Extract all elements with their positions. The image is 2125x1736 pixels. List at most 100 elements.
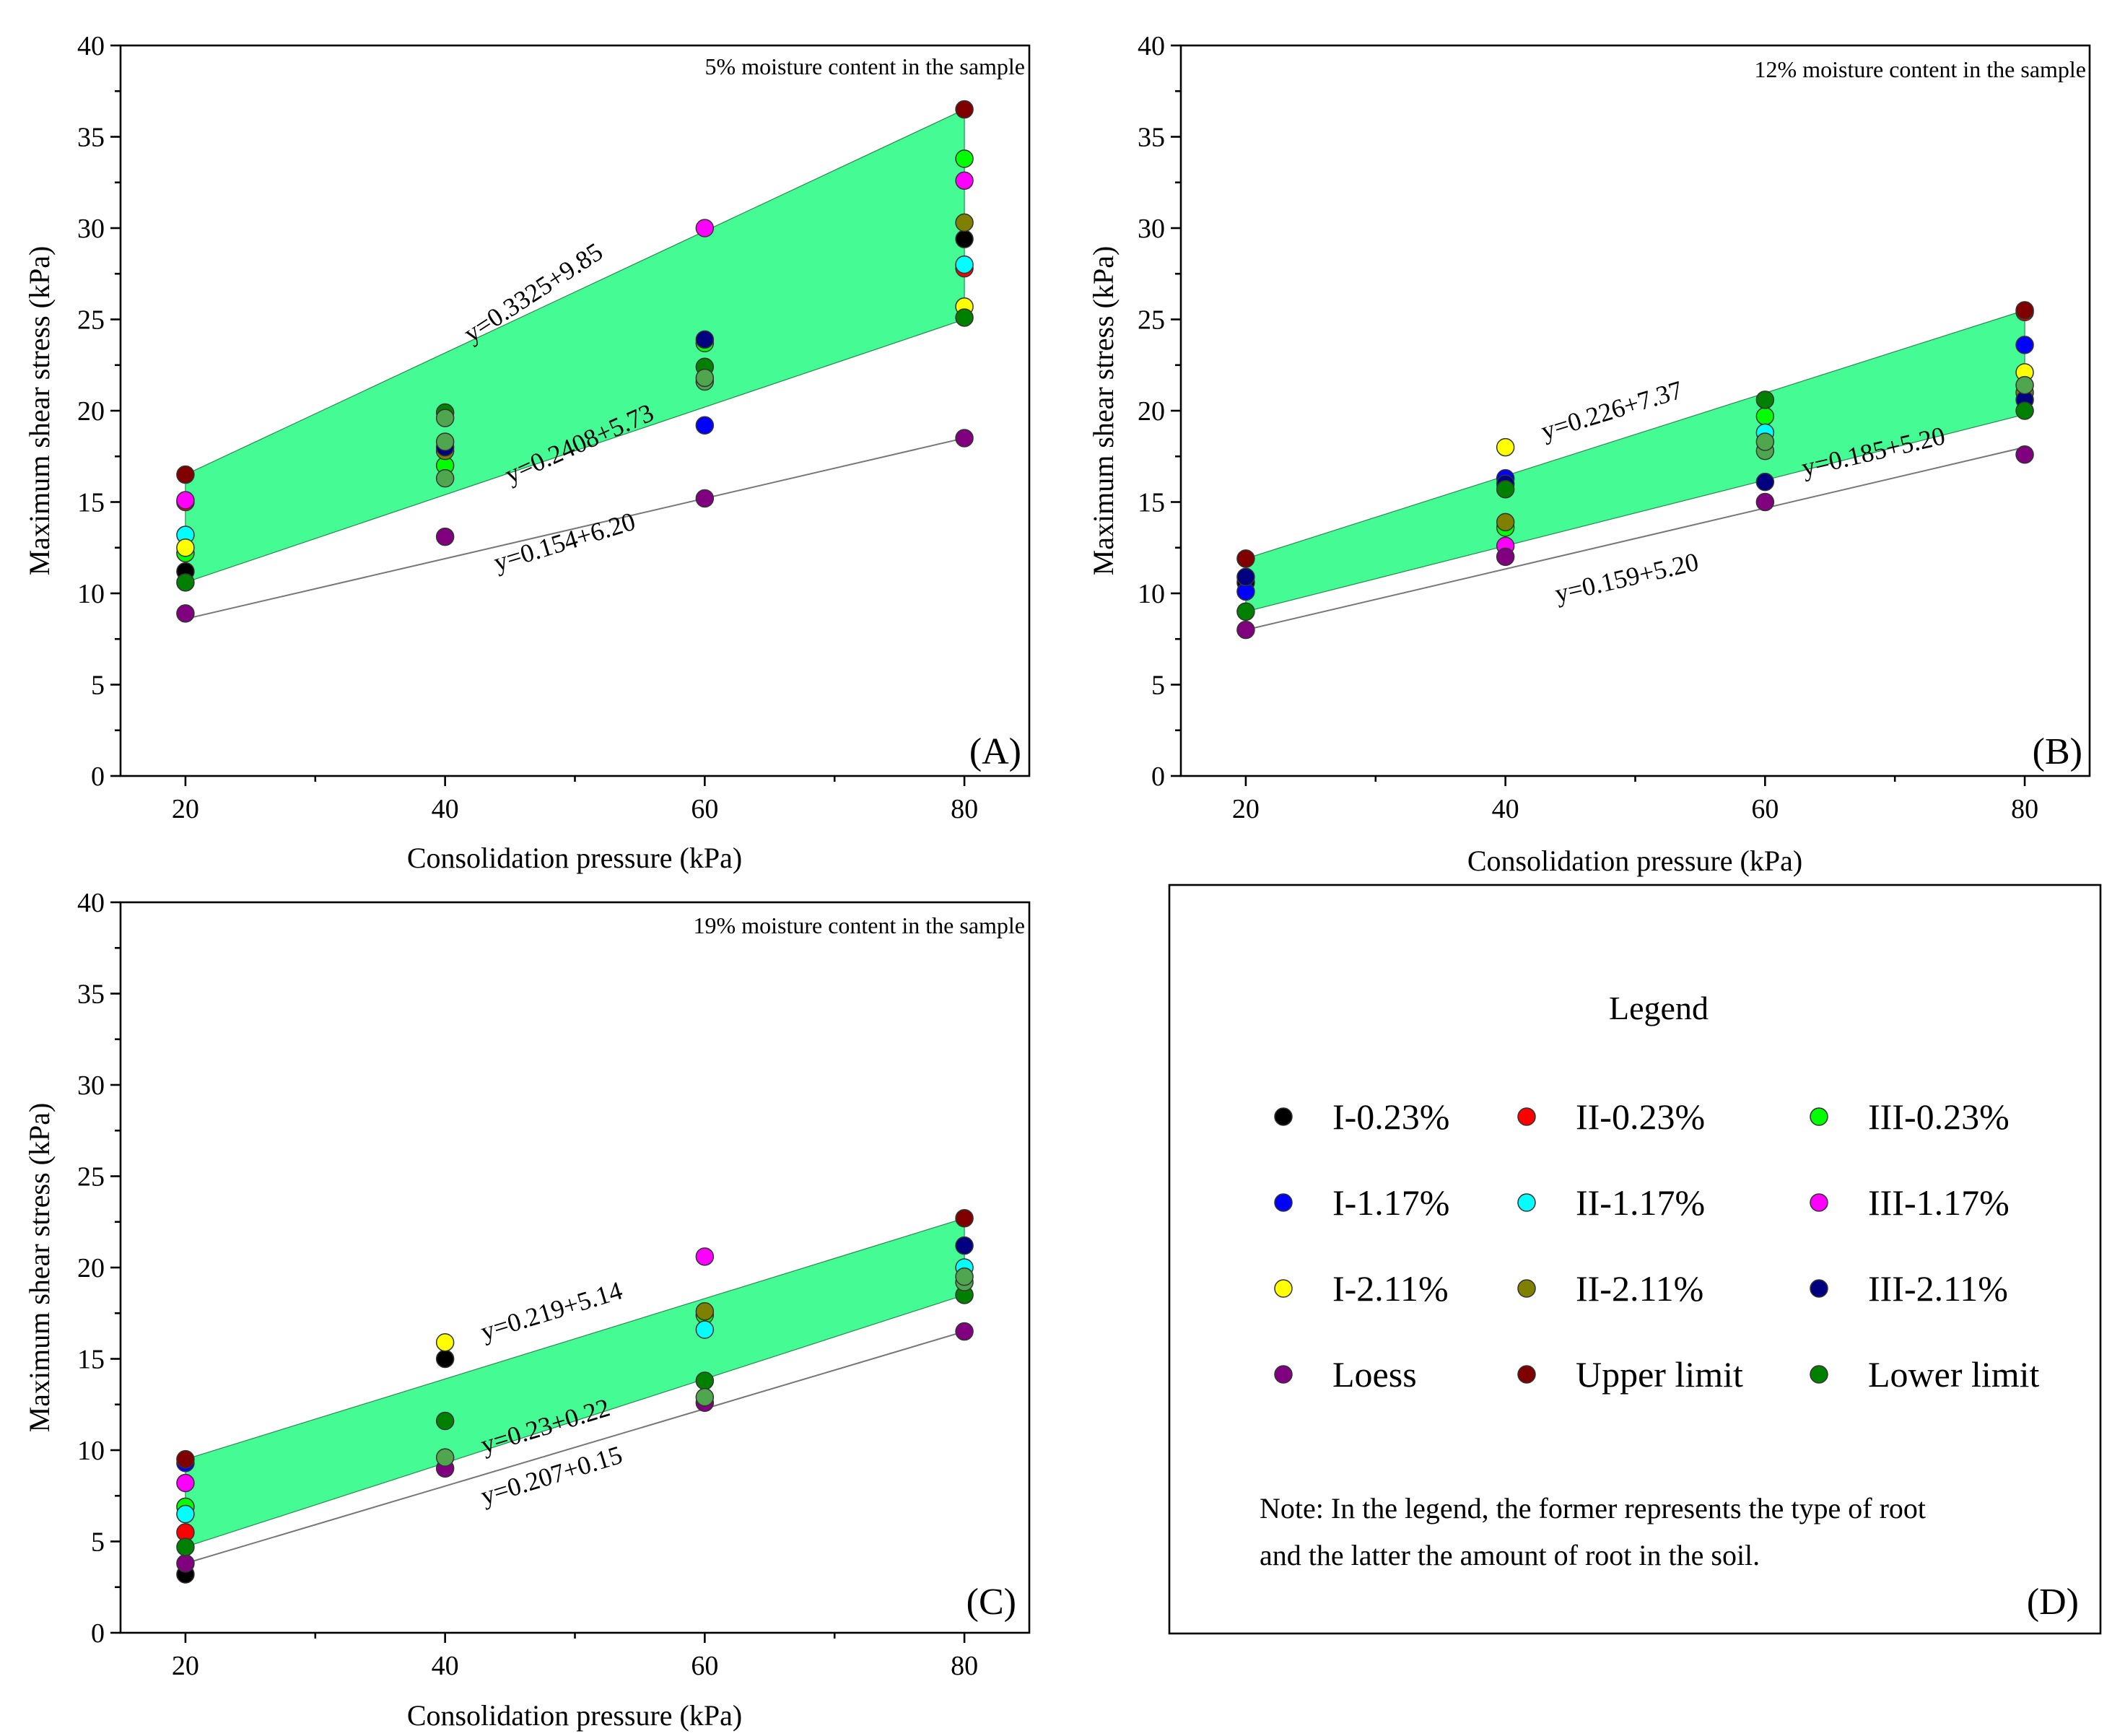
panel-a-x-tick-label: 40 — [432, 794, 459, 824]
panel-c-point-ii-1-17 — [695, 1320, 715, 1339]
legend-label-loess: Loess — [1332, 1354, 1417, 1395]
panel-a-point-iii-1-17 — [955, 171, 974, 190]
panel-c-point-loess — [176, 1554, 195, 1573]
legend-marker-loess — [1274, 1365, 1293, 1384]
legend-marker-iii-2-11 — [1810, 1279, 1828, 1298]
panel-b-point-loess — [2015, 445, 2034, 464]
panel-c-x-tick-label: 20 — [172, 1651, 199, 1681]
panel-c-range-band — [185, 1217, 965, 1548]
panel-a-x-tick-label: 80 — [951, 794, 978, 824]
panel-a-point-other — [435, 468, 455, 488]
panel-a-point-i-0-23 — [955, 230, 974, 248]
panel-b-point-loess — [1755, 492, 1775, 512]
panel-b-point-loess — [1496, 547, 1515, 567]
panel-a-x-title: Consolidation pressure (kPa) — [407, 842, 742, 874]
legend-marker-upper-limit — [1517, 1365, 1536, 1384]
panel-a-point-ii-2-11 — [955, 213, 974, 232]
panel-a-x-ticks: 20 40 60 80 — [172, 776, 978, 824]
panel-a-point-loess — [695, 489, 715, 508]
legend-marker-i-2-11 — [1274, 1279, 1293, 1298]
panel-a-point-other — [435, 432, 455, 451]
panel-c-y-tick-label: 20 — [77, 1253, 105, 1283]
panel-a-y-tick-label: 35 — [77, 123, 105, 153]
panel-b-x-ticks: 20 40 60 80 — [1232, 776, 2038, 824]
panel-a-equation-label: y=0.154+6.20 — [490, 507, 638, 577]
panel-a-point-other — [695, 368, 715, 388]
panel-b-plot-area: y=0.226+7.37y=0.185+5.20y=0.159+5.20 — [1236, 301, 2034, 640]
legend-marker-ii-0-23 — [1517, 1107, 1536, 1126]
panel-c-y-tick-label: 10 — [77, 1436, 105, 1466]
panel-b-y-title: Maximum shear stress (kPa) — [1087, 246, 1120, 576]
panel-b-letter: (B) — [2033, 731, 2082, 772]
panel-c-point-ii-1-17 — [176, 1504, 195, 1524]
panel-a-y-tick-label: 40 — [77, 31, 105, 61]
panel-a-y-tick-label: 15 — [77, 488, 105, 518]
panel-b-y-tick-label: 25 — [1138, 305, 1165, 336]
panel-a-y-title: Maximum shear stress (kPa) — [23, 246, 56, 576]
legend-items: I-0.23% II-0.23% III-0.23% I-1.17% II-1.17% I… — [1274, 1096, 2040, 1395]
panel-b-point-iii-2-11 — [1755, 472, 1775, 492]
panel-c-point-i-0-23 — [435, 1349, 455, 1369]
panel-a-point-lower-limit — [176, 573, 195, 592]
legend-box — [1168, 884, 2102, 1635]
panel-b-point-lower-limit — [1496, 480, 1515, 499]
panel-b-point-other — [2015, 375, 2034, 395]
panel-b-point-i-2-11 — [1496, 437, 1515, 457]
panel-b-point-i-1-17 — [2015, 336, 2034, 354]
panel-a-point-i-1-17 — [695, 416, 715, 435]
panel-b-x-tick-label: 20 — [1232, 794, 1260, 824]
legend-marker-ii-2-11 — [1517, 1279, 1536, 1298]
legend-note-line-2: and the latter the amount of root in the… — [1260, 1539, 1760, 1571]
panel-b-y-tick-label: 20 — [1138, 396, 1165, 427]
panel-c-y-tick-label: 15 — [77, 1345, 105, 1375]
panel-a-annotation: 5% moisture content in the sample — [705, 53, 1025, 79]
panel-a-point-loess — [435, 527, 455, 546]
legend-note-line-1: Note: In the legend, the former represen… — [1260, 1492, 1926, 1525]
panel-b-y-tick-label: 30 — [1138, 214, 1165, 244]
legend-label-iii-0-23: III-0.23% — [1868, 1096, 2010, 1137]
panel-c-point-ii-2-11 — [695, 1301, 715, 1321]
panel-a-y-tick-label: 0 — [91, 762, 105, 792]
panel-c: 0 5 10 15 20 25 30 35 40 20 40 60 80 y=0.219+5.14y=… — [23, 888, 1031, 1732]
panel-c-point-i-2-11 — [435, 1332, 455, 1352]
panel-b-y-tick-label: 15 — [1138, 488, 1165, 518]
panel-b-point-other — [1755, 432, 1775, 451]
legend-marker-lower-limit — [1810, 1365, 1828, 1384]
legend-label-ii-1-17: II-1.17% — [1576, 1182, 1705, 1223]
panel-a-point-iii-0-23 — [955, 149, 974, 168]
panel-a-point-loess — [176, 604, 195, 623]
panel-b-point-lower-limit — [1755, 391, 1775, 409]
legend-marker-iii-0-23 — [1810, 1107, 1828, 1126]
panel-a-point-upper-limit — [176, 465, 195, 484]
panel-a-y-tick-label: 20 — [77, 396, 105, 427]
panel-b-point-ii-2-11 — [1496, 512, 1515, 532]
panel-c-point-upper-limit — [955, 1208, 974, 1228]
panel-d-letter: (D) — [2027, 1582, 2079, 1623]
legend-label-ii-2-11: II-2.11% — [1576, 1268, 1703, 1309]
panel-c-point-lower-limit — [435, 1411, 455, 1431]
panel-c-y-title: Maximum shear stress (kPa) — [23, 1103, 56, 1433]
legend-label-iii-2-11: III-2.11% — [1868, 1268, 2008, 1309]
panel-a-x-tick-label: 60 — [691, 794, 718, 824]
panel-b-point-loess — [1236, 620, 1255, 640]
panel-c-point-other — [695, 1387, 715, 1407]
panel-a-y-tick-label: 5 — [91, 671, 105, 701]
panel-b-point-lower-limit — [1236, 602, 1255, 621]
panel-b-point-upper-limit — [2015, 301, 2034, 320]
panel-a: 0 5 10 15 20 25 30 35 40 20 40 60 80 y=0.3325+9.85y… — [23, 31, 1031, 874]
panel-b-x-tick-label: 40 — [1492, 794, 1519, 824]
panel-a-y-tick-label: 25 — [77, 305, 105, 336]
panel-d-legend: Legend I-0.23% II-0.23% III-0.23% I-1.17% II… — [1168, 884, 2102, 1635]
legend-label-lower-limit: Lower limit — [1868, 1354, 2040, 1395]
legend-marker-iii-1-17 — [1810, 1193, 1828, 1212]
panel-c-plot-area: y=0.219+5.14y=0.23+0.22y=0.207+0.15 — [176, 1208, 974, 1584]
panel-a-point-i-2-11 — [176, 538, 195, 557]
panel-c-x-tick-label: 40 — [432, 1651, 459, 1681]
panel-c-point-iii-1-17 — [695, 1247, 715, 1266]
panel-c-y-tick-label: 40 — [77, 888, 105, 918]
panel-c-annotation: 19% moisture content in the sample — [694, 912, 1025, 938]
panel-c-y-tick-label: 0 — [91, 1618, 105, 1649]
panel-c-x-title: Consolidation pressure (kPa) — [407, 1699, 742, 1732]
panel-b-y-tick-label: 10 — [1138, 579, 1165, 609]
panel-a-point-upper-limit — [955, 100, 974, 119]
